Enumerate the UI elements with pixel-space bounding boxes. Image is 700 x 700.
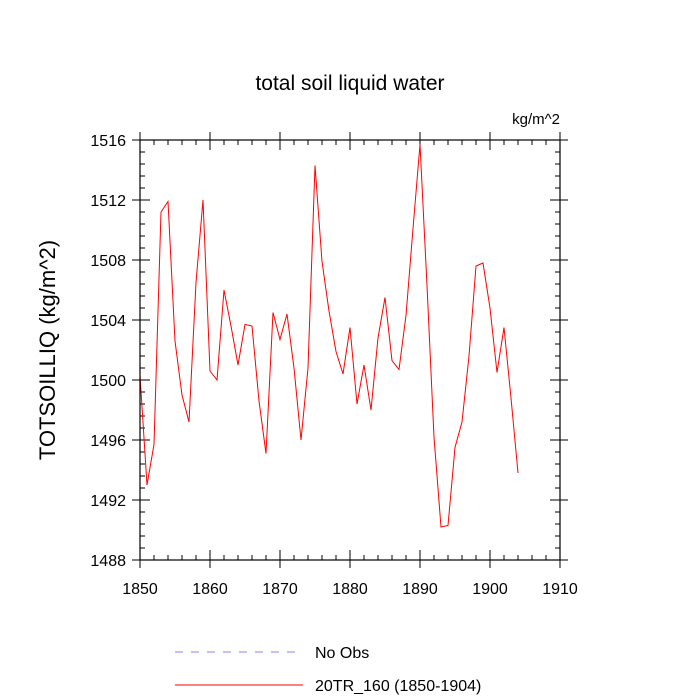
y-tick-label: 1512 xyxy=(90,193,126,210)
y-tick-label: 1488 xyxy=(90,553,126,570)
y-tick-label: 1516 xyxy=(90,133,126,150)
x-tick-label: 1850 xyxy=(122,581,158,598)
x-tick-label: 1870 xyxy=(262,581,298,598)
plot-frame xyxy=(139,139,561,561)
legend-label-no-obs: No Obs xyxy=(315,645,369,662)
x-tick-label: 1890 xyxy=(402,581,438,598)
x-tick-labels: 1850 1860 1870 1880 1890 1900 1910 xyxy=(122,581,578,598)
y-axis-label: TOTSOILLIQ (kg/m^2) xyxy=(35,240,60,460)
y-tick-label: 1500 xyxy=(90,373,126,390)
x-tick-label: 1880 xyxy=(332,581,368,598)
x-tick-label: 1860 xyxy=(192,581,228,598)
axis-ticks xyxy=(132,132,568,568)
x-tick-label: 1900 xyxy=(472,581,508,598)
legend-label-20tr-160: 20TR_160 (1850-1904) xyxy=(315,678,481,695)
y-tick-label: 1492 xyxy=(90,493,126,510)
series-line-20tr-160-1850-1904 xyxy=(139,144,519,528)
series-layer xyxy=(139,144,519,528)
y-tick-label: 1508 xyxy=(90,253,126,270)
y-tick-labels: 1488 1492 1496 1500 1504 1508 1512 1516 xyxy=(90,133,126,570)
units-label: kg/m^2 xyxy=(512,111,560,128)
chart-title: total soil liquid water xyxy=(255,72,444,95)
y-tick-label: 1496 xyxy=(90,433,126,450)
legend: No Obs 20TR_160 (1850-1904) xyxy=(175,645,481,695)
x-tick-label: 1910 xyxy=(542,581,578,598)
y-tick-label: 1504 xyxy=(90,313,126,330)
